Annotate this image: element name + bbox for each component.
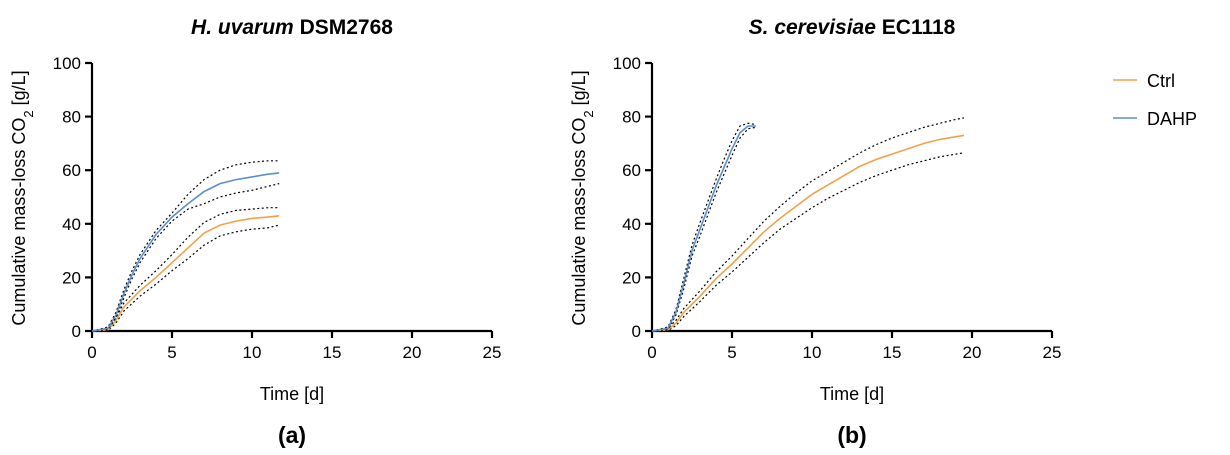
panel-a-x-tick-label: 0 — [87, 343, 96, 362]
panel-b-x-tick-label: 10 — [803, 343, 822, 362]
panel-b-plot-area: 0 5 10 15 20 25 0 20 40 60 80 100 — [613, 54, 1062, 362]
panel-a-y-tick-label: 60 — [62, 161, 81, 180]
panel-a-chart: H. uvarum DSM2768 0 5 10 15 20 25 0 20 40 60 80 100… — [9, 16, 501, 448]
legend: Ctrl DAHP — [1113, 71, 1197, 129]
panel-a-x-tick-label: 5 — [167, 343, 176, 362]
panel-b-y-tick-label: 20 — [622, 268, 641, 287]
panel-a-x-tick-label: 20 — [403, 343, 422, 362]
panel-b-y-tick-label: 40 — [622, 215, 641, 234]
legend-label-dahp: DAHP — [1147, 109, 1197, 129]
panel-b-x-tick-label: 0 — [647, 343, 656, 362]
panel-a-plot-area: 0 5 10 15 20 25 0 20 40 60 80 100 — [53, 54, 502, 362]
panel-a-x-tick-label: 25 — [483, 343, 502, 362]
panel-a-y-tick-label: 40 — [62, 215, 81, 234]
legend-label-ctrl: Ctrl — [1147, 71, 1175, 91]
panel-a-dahp-upper-bound — [91, 160, 280, 332]
panel-b-x-tick-label: 20 — [963, 343, 982, 362]
panel-b-dahp-upper-bound — [651, 122, 757, 332]
panel-b-dahp-line — [651, 125, 756, 332]
panel-b-chart: S. cerevisiae EC1118 0 5 10 15 20 25 0 20 40 60 80… — [569, 16, 1061, 448]
panel-b-x-tick-label: 25 — [1043, 343, 1062, 362]
panel-a-x-axis-label: Time [d] — [260, 384, 324, 404]
panel-a-ctrl-lower-bound — [91, 224, 280, 332]
panel-a-dahp-line — [91, 172, 280, 332]
panel-a-y-tick-label: 80 — [62, 108, 81, 127]
panel-a-title: H. uvarum DSM2768 — [191, 16, 393, 39]
panel-b-x-axis-label: Time [d] — [820, 384, 884, 404]
panel-a-y-tick-label: 20 — [62, 268, 81, 287]
panel-b-y-tick-label: 100 — [613, 54, 641, 73]
panel-a-y-tick-label: 0 — [72, 322, 81, 341]
panel-a-x-tick-label: 10 — [243, 343, 262, 362]
panel-b-y-tick-label: 80 — [622, 108, 641, 127]
panel-a-x-tick-label: 15 — [323, 343, 342, 362]
panel-a-ctrl-line — [91, 215, 280, 332]
panel-b-x-tick-label: 5 — [727, 343, 736, 362]
panel-b-label: (b) — [837, 422, 866, 448]
panel-a-dahp-lower-bound — [91, 183, 280, 332]
panel-b-dahp-lower-bound — [651, 126, 757, 332]
panel-b-y-tick-label: 60 — [622, 161, 641, 180]
panel-a-label: (a) — [278, 422, 306, 448]
panel-b-ctrl-line — [651, 134, 965, 332]
panel-b-x-tick-label: 15 — [883, 343, 902, 362]
panel-b-title: S. cerevisiae EC1118 — [749, 16, 956, 39]
panel-b-y-axis-label: Cumulative mass-loss CO2 [g/L] — [569, 70, 596, 325]
panel-b-y-tick-label: 0 — [632, 322, 641, 341]
panel-b-ctrl-upper-bound — [651, 117, 965, 332]
panel-b-ctrl-lower-bound — [651, 152, 965, 332]
panel-a-y-axis-label: Cumulative mass-loss CO2 [g/L] — [9, 70, 36, 325]
panel-a-y-tick-label: 100 — [53, 54, 81, 73]
